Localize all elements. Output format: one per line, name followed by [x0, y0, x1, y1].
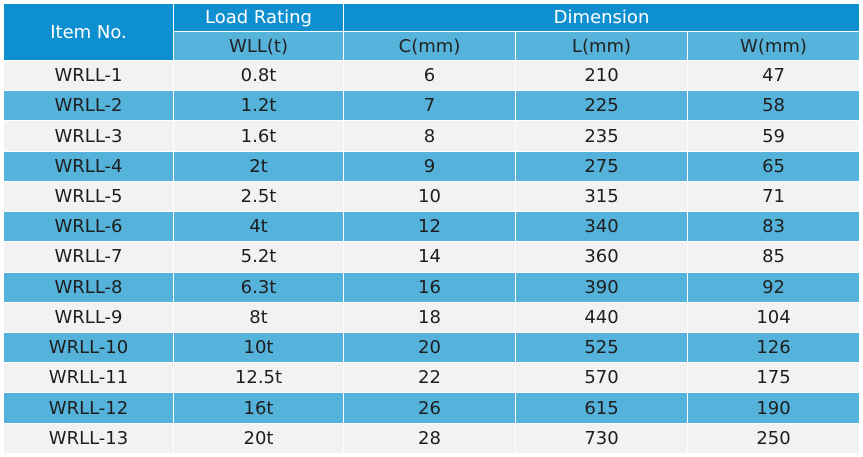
header-w: W(mm): [686, 31, 861, 61]
cell-c: 22: [343, 362, 516, 394]
cell-wll: 20t: [173, 422, 344, 455]
table-row: WRLL-9 8t 18 440 104: [3, 301, 861, 333]
cell-l: 615: [515, 392, 688, 424]
cell-item: WRLL-9: [3, 301, 174, 333]
table-row: WRLL-5 2.5t 10 315 71: [3, 180, 861, 213]
cell-item: WRLL-7: [3, 241, 174, 273]
table-row: WRLL-2 1.2t 7 225 58: [3, 90, 861, 122]
cell-w: 250: [686, 422, 861, 455]
header-wll: WLL(t): [173, 31, 344, 61]
cell-c: 18: [343, 301, 516, 333]
cell-w: 65: [686, 150, 861, 182]
spec-table: Item No. Load Rating Dimension WLL(t) C(…: [3, 3, 861, 455]
header-item-no: Item No.: [3, 3, 174, 61]
cell-w: 175: [686, 362, 861, 394]
cell-wll: 0.8t: [173, 59, 344, 92]
cell-l: 360: [515, 241, 688, 273]
header-dimension: Dimension: [342, 3, 861, 32]
cell-wll: 2.5t: [173, 180, 344, 213]
cell-l: 390: [515, 271, 688, 303]
cell-c: 7: [343, 90, 516, 122]
cell-item: WRLL-11: [3, 362, 174, 394]
cell-c: 28: [343, 422, 516, 455]
cell-l: 525: [515, 331, 688, 364]
cell-item: WRLL-3: [3, 120, 174, 152]
cell-wll: 1.2t: [173, 90, 344, 122]
cell-wll: 2t: [173, 150, 344, 182]
cell-l: 210: [515, 59, 688, 92]
cell-c: 6: [343, 59, 516, 92]
cell-item: WRLL-12: [3, 392, 174, 424]
cell-c: 20: [343, 331, 516, 364]
cell-l: 730: [515, 422, 688, 455]
cell-wll: 1.6t: [173, 120, 344, 152]
cell-w: 92: [686, 271, 861, 303]
cell-item: WRLL-6: [3, 211, 174, 243]
cell-c: 10: [343, 180, 516, 213]
cell-c: 26: [343, 392, 516, 424]
header-c: C(mm): [343, 31, 516, 61]
cell-item: WRLL-2: [3, 90, 174, 122]
cell-w: 85: [686, 241, 861, 273]
cell-c: 16: [343, 271, 516, 303]
cell-w: 190: [686, 392, 861, 424]
table-row: WRLL-11 12.5t 22 570 175: [3, 362, 861, 394]
table-row: WRLL-3 1.6t 8 235 59: [3, 120, 861, 152]
cell-wll: 6.3t: [173, 271, 344, 303]
table-row: WRLL-1 0.8t 6 210 47: [3, 59, 861, 92]
cell-l: 275: [515, 150, 688, 182]
cell-wll: 12.5t: [173, 362, 344, 394]
cell-w: 47: [686, 59, 861, 92]
table-row: WRLL-6 4t 12 340 83: [3, 211, 861, 243]
cell-item: WRLL-8: [3, 271, 174, 303]
cell-item: WRLL-10: [3, 331, 174, 364]
cell-c: 14: [343, 241, 516, 273]
table-row: WRLL-13 20t 28 730 250: [3, 422, 861, 455]
table-row: WRLL-7 5.2t 14 360 85: [3, 241, 861, 273]
table-row: WRLL-10 10t 20 525 126: [3, 331, 861, 364]
cell-item: WRLL-5: [3, 180, 174, 213]
header-l: L(mm): [515, 31, 688, 61]
cell-wll: 4t: [173, 211, 344, 243]
cell-l: 440: [515, 301, 688, 333]
cell-w: 71: [686, 180, 861, 213]
cell-l: 235: [515, 120, 688, 152]
cell-c: 8: [343, 120, 516, 152]
cell-wll: 8t: [173, 301, 344, 333]
cell-c: 12: [343, 211, 516, 243]
cell-w: 59: [686, 120, 861, 152]
table-body: WRLL-1 0.8t 6 210 47 WRLL-2 1.2t 7 225 58 WRLL-3 1.…: [3, 59, 861, 455]
cell-w: 58: [686, 90, 861, 122]
cell-l: 315: [515, 180, 688, 213]
cell-item: WRLL-1: [3, 59, 174, 92]
cell-wll: 5.2t: [173, 241, 344, 273]
cell-l: 340: [515, 211, 688, 243]
cell-wll: 16t: [173, 392, 344, 424]
cell-w: 126: [686, 331, 861, 364]
cell-c: 9: [343, 150, 516, 182]
table-row: WRLL-8 6.3t 16 390 92: [3, 271, 861, 303]
cell-w: 104: [686, 301, 861, 333]
table-row: WRLL-4 2t 9 275 65: [3, 150, 861, 182]
cell-w: 83: [686, 211, 861, 243]
cell-l: 570: [515, 362, 688, 394]
table-row: WRLL-12 16t 26 615 190: [3, 392, 861, 424]
cell-l: 225: [515, 90, 688, 122]
header-row-top: Item No. Load Rating Dimension: [3, 3, 861, 61]
header-row-sub: WLL(t) C(mm) L(mm) W(mm): [4, 31, 861, 61]
cell-item: WRLL-4: [3, 150, 174, 182]
cell-item: WRLL-13: [3, 422, 174, 455]
cell-wll: 10t: [173, 331, 344, 364]
header-load-rating: Load Rating: [173, 3, 344, 32]
